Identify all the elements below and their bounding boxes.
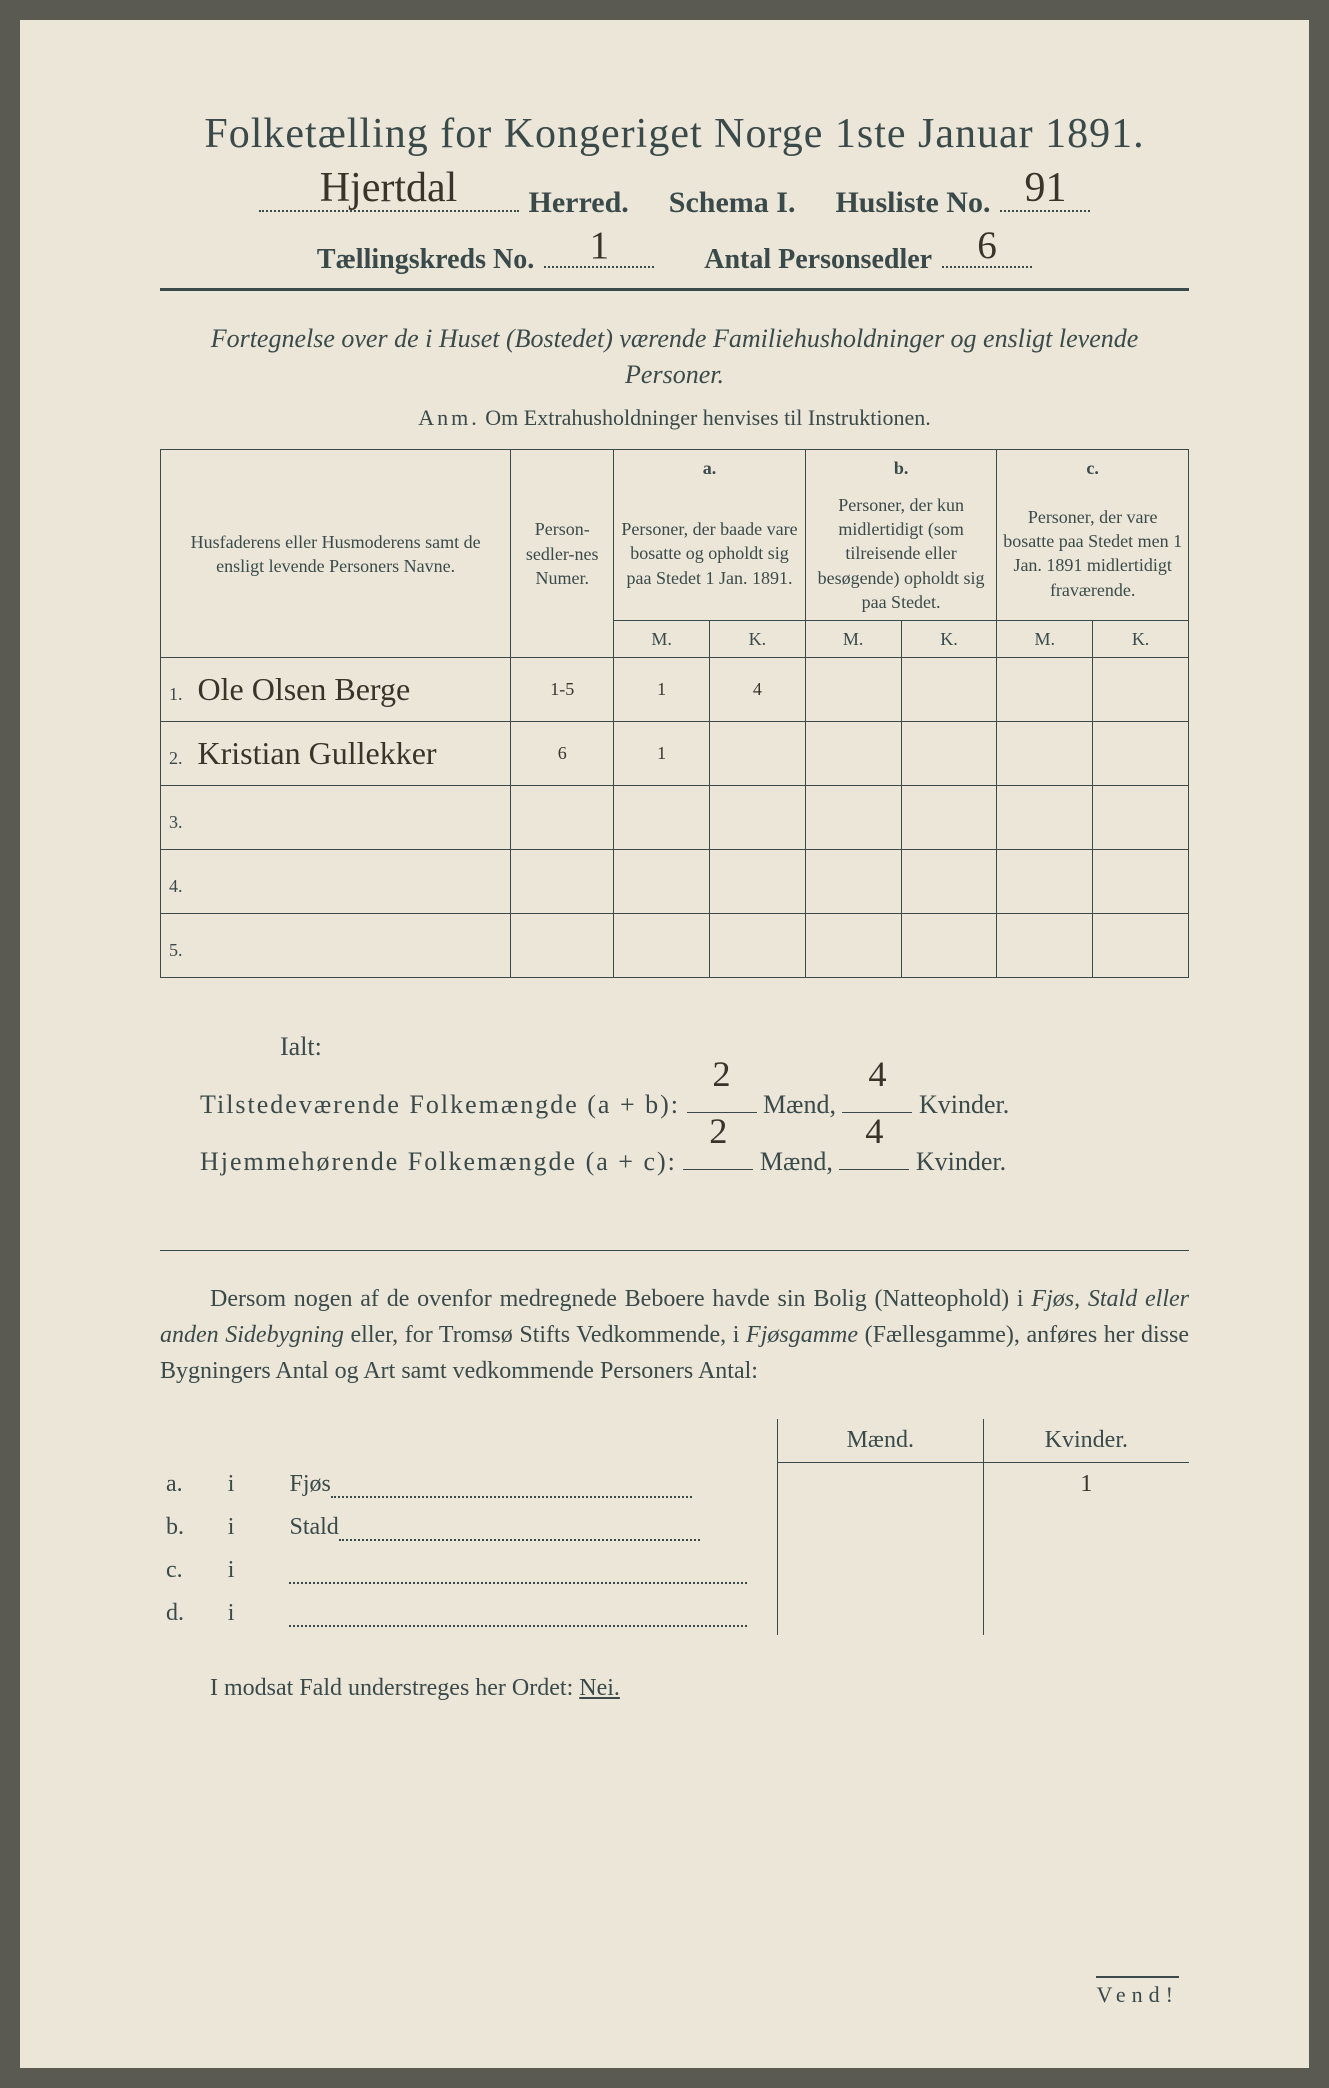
row-bm <box>805 850 901 914</box>
row-name-cell: 4. <box>161 850 511 914</box>
th-b-text: Personer, der kun midlertidigt (som tilr… <box>805 487 997 621</box>
antal-field: 6 <box>942 234 1032 268</box>
row-num-cell <box>511 914 614 978</box>
row-cm <box>997 914 1093 978</box>
row-bm <box>805 722 901 786</box>
bolig-paragraph: Dersom nogen af de ovenfor medregnede Be… <box>160 1281 1189 1389</box>
l2-m-field: 2 <box>683 1139 753 1170</box>
row-name-cell: 5. <box>161 914 511 978</box>
row-bk <box>901 850 997 914</box>
row-num-cell <box>511 786 614 850</box>
row-bk <box>901 914 997 978</box>
annotation-line: Anm. Om Extrahusholdninger henvises til … <box>160 405 1189 431</box>
row-cm <box>997 722 1093 786</box>
row-am <box>614 850 710 914</box>
schema-label: Schema I. <box>669 186 796 220</box>
byg-maend-header: Mænd. <box>777 1419 983 1463</box>
row-ak <box>710 914 806 978</box>
row-cm <box>997 786 1093 850</box>
th-a-m: M. <box>614 621 710 658</box>
table-row: 2. Kristian Gullekker61 <box>161 722 1189 786</box>
husliste-value: 91 <box>1024 164 1066 212</box>
th-a-label: a. <box>614 450 806 487</box>
row-num-cell: 1-5 <box>511 658 614 722</box>
bygning-row: b.iStald <box>160 1506 1189 1549</box>
divider-1 <box>160 288 1189 291</box>
th-b-m: M. <box>805 621 901 658</box>
row-name-cell: 1. Ole Olsen Berge <box>161 658 511 722</box>
row-cm <box>997 850 1093 914</box>
husliste-label: Husliste No. <box>835 186 990 220</box>
herred-value: Hjertdal <box>320 164 458 212</box>
row-num-cell <box>511 850 614 914</box>
th-a-k: K. <box>710 621 806 658</box>
row-am: 1 <box>614 658 710 722</box>
bygning-row: a.iFjøs1 <box>160 1463 1189 1507</box>
anm-text: Om Extrahusholdninger henvises til Instr… <box>485 405 930 430</box>
main-table: Husfaderens eller Husmoderens samt de en… <box>160 449 1189 978</box>
l2-k-field: 4 <box>839 1139 909 1170</box>
th-c-label: c. <box>997 450 1189 487</box>
th-personsedler: Person-sedler-nes Numer. <box>511 450 614 658</box>
herred-label: Herred. <box>529 186 629 220</box>
row-bm <box>805 914 901 978</box>
th-c-text: Personer, der vare bosatte paa Stedet me… <box>997 487 1189 621</box>
antal-label: Antal Personsedler <box>704 244 932 276</box>
totals-line-1: Tilstedeværende Folkemængde (a + b): 2 M… <box>200 1076 1189 1133</box>
row-ck <box>1093 850 1189 914</box>
row-bm <box>805 658 901 722</box>
kreds-field: 1 <box>544 234 654 268</box>
table-row: 1. Ole Olsen Berge1-514 <box>161 658 1189 722</box>
husliste-field: 91 <box>1000 176 1090 212</box>
th-c-m: M. <box>997 621 1093 658</box>
totals-block: Ialt: Tilstedeværende Folkemængde (a + b… <box>200 1018 1189 1190</box>
row-bk <box>901 722 997 786</box>
byg-kvinder-header: Kvinder. <box>983 1419 1189 1463</box>
kreds-label: Tællingskreds No. <box>317 244 534 276</box>
kreds-value: 1 <box>589 223 609 268</box>
vend-label: Vend! <box>1096 1976 1179 2008</box>
row-bk <box>901 786 997 850</box>
bygning-row: d.i <box>160 1592 1189 1635</box>
row-am <box>614 914 710 978</box>
row-ck <box>1093 722 1189 786</box>
nei-line: I modsat Fald understreges her Ordet: Ne… <box>160 1675 1189 1702</box>
th-a-text: Personer, der baade vare bosatte og opho… <box>614 487 806 621</box>
row-ak <box>710 722 806 786</box>
th-b-label: b. <box>805 450 997 487</box>
row-am: 1 <box>614 722 710 786</box>
totals-line-2: Hjemmehørende Folkemængde (a + c): 2 Mæn… <box>200 1133 1189 1190</box>
subtitle: Fortegnelse over de i Huset (Bostedet) v… <box>160 321 1189 394</box>
row-ak: 4 <box>710 658 806 722</box>
th-names: Husfaderens eller Husmoderens samt de en… <box>161 450 511 658</box>
header-line-2: Hjertdal Herred. Schema I. Husliste No. … <box>160 176 1189 220</box>
antal-value: 6 <box>977 223 997 268</box>
page-title: Folketælling for Kongeriget Norge 1ste J… <box>160 110 1189 158</box>
row-am <box>614 786 710 850</box>
row-name-cell: 3. <box>161 786 511 850</box>
anm-label: Anm. <box>418 405 480 430</box>
row-cm <box>997 658 1093 722</box>
row-name-cell: 2. Kristian Gullekker <box>161 722 511 786</box>
th-c-k: K. <box>1093 621 1189 658</box>
herred-field: Hjertdal <box>259 176 519 212</box>
table-row: 4. <box>161 850 1189 914</box>
header-line-3: Tællingskreds No. 1 Antal Personsedler 6 <box>160 234 1189 276</box>
row-ak <box>710 850 806 914</box>
th-b-k: K. <box>901 621 997 658</box>
divider-2 <box>160 1250 1189 1251</box>
row-ck <box>1093 658 1189 722</box>
table-row: 3. <box>161 786 1189 850</box>
census-form-page: Folketælling for Kongeriget Norge 1ste J… <box>20 20 1309 2068</box>
ialt-label: Ialt: <box>280 1018 1189 1075</box>
table-row: 5. <box>161 914 1189 978</box>
row-ck <box>1093 786 1189 850</box>
row-bk <box>901 658 997 722</box>
row-num-cell: 6 <box>511 722 614 786</box>
bygning-table: Mænd. Kvinder. a.iFjøs1b.iStaldc.id.i <box>160 1419 1189 1635</box>
row-ck <box>1093 914 1189 978</box>
row-bm <box>805 786 901 850</box>
row-ak <box>710 786 806 850</box>
bygning-row: c.i <box>160 1549 1189 1592</box>
